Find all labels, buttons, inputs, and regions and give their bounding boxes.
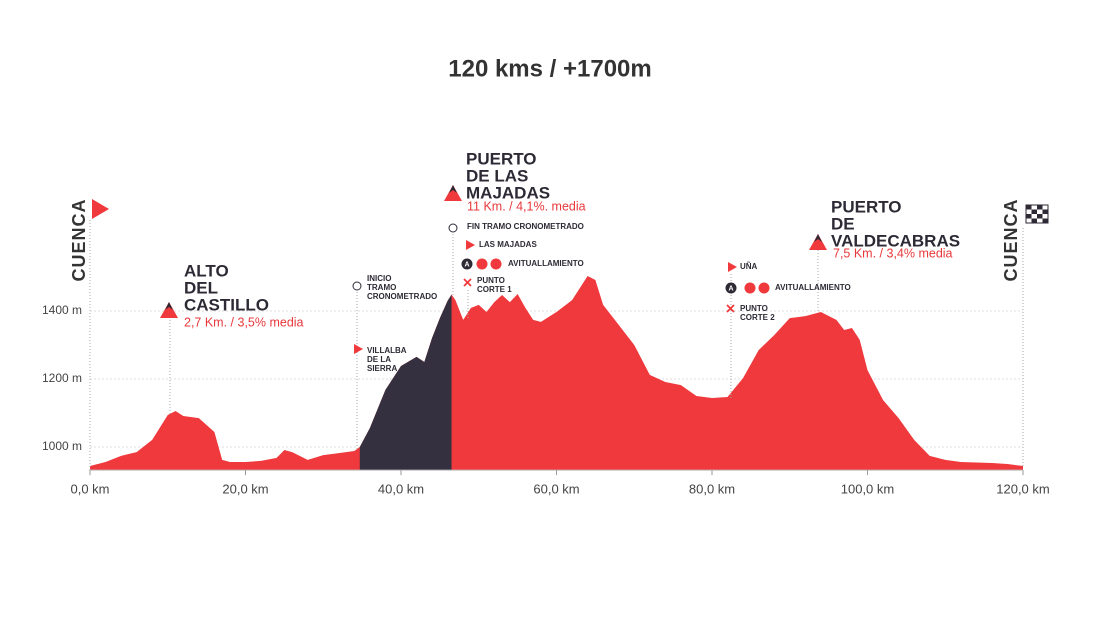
note: CORTE 1 [477,285,512,294]
climb-title: DE [831,214,855,233]
climb-title: DE LAS [466,166,528,185]
note: TRAMO [367,283,396,292]
note: INICIO [367,274,391,283]
town: UÑA [740,262,758,271]
start-label: CUENCA [69,198,89,281]
plot: 1000 m 1200 m 1400 m 0,0 km 20,0 km 40,0 km 60… [42,275,1050,497]
aid-icon-label: A [728,285,733,292]
climb-detail: 2,7 Km. / 3,5% media [184,315,304,329]
start-flag [92,199,109,219]
mountain-icon [444,185,462,201]
aid-icon [725,282,737,294]
climb-title: ALTO [184,261,229,280]
climb-detail: 11 Km. / 4,1%. media [467,199,586,213]
stopwatch-icon [448,223,458,233]
cut-icon [463,278,472,287]
chart-title: 120 kms / +1700m [448,55,652,82]
y-tick-label: 1000 m [42,439,82,453]
mountain-icon [160,302,178,318]
climb-title: MAJADAS [466,183,550,202]
note: AVITUALLAMIENTO [508,259,584,268]
y-tick-label: 1400 m [42,303,82,317]
x-tick-label: 0,0 km [70,482,109,497]
cut-icon [726,304,735,313]
climb-title: CASTILLO [184,295,269,314]
mountain-peak [449,185,457,193]
town: SIERRA [367,364,397,373]
finish-label: CUENCA [1001,198,1021,281]
food-icon [490,258,502,270]
food-icon [758,282,770,294]
climb-title: VALDECABRAS [831,231,960,250]
climb-title: PUERTO [831,197,902,216]
note: PUNTO [477,276,505,285]
town-icon [728,262,737,272]
climb-title: DEL [184,278,218,297]
x-tick-label: 60,0 km [533,482,579,497]
mountain-icon [809,234,827,250]
x-tick-label: 80,0 km [689,482,735,497]
timed-segment-area [359,294,452,471]
mountain-peak [165,302,173,310]
note: CRONOMETRADO [367,292,437,301]
climb-title: PUERTO [466,149,537,168]
x-tick-label: 100,0 km [841,482,894,497]
drink-icon [476,258,488,270]
note: FIN TRAMO CRONOMETRADO [467,222,584,231]
note: AVITUALLAMIENTO [775,283,851,292]
town-icon [354,344,363,354]
town-icon [466,240,475,250]
cut-stroke [463,278,472,287]
town: LAS MAJADAS [479,240,537,249]
town: DE LA [367,355,391,364]
aid-icon-label: A [464,261,469,268]
flag-checks [1026,205,1048,223]
aid-icon [461,258,473,270]
note: CORTE 2 [740,313,775,322]
elevation-area [90,275,1023,471]
mountain [444,185,462,201]
note: PUNTO [740,304,768,313]
drink-icon [744,282,756,294]
climb-detail: 7,5 Km. / 3,4% media [833,246,953,260]
town: VILLALBA [367,346,407,355]
mountain [160,302,178,318]
finish-flag [1025,204,1049,224]
x-tick-label: 20,0 km [222,482,268,497]
stopwatch-icon [352,281,362,291]
y-tick-label: 1200 m [42,371,82,385]
mountain-peak [814,234,822,242]
x-tick-label: 40,0 km [378,482,424,497]
marker-lines [89,220,1024,470]
mountain [809,234,827,250]
cut-stroke [726,304,735,313]
x-tick-label: 120,0 km [996,482,1049,497]
